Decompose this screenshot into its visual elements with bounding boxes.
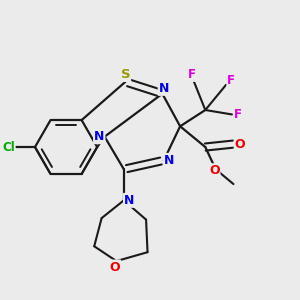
Text: F: F	[188, 68, 196, 81]
Text: Cl: Cl	[2, 140, 15, 154]
Text: N: N	[159, 82, 169, 95]
Text: O: O	[209, 164, 220, 177]
Text: F: F	[227, 74, 236, 87]
Text: N: N	[94, 130, 104, 143]
Text: N: N	[124, 194, 134, 207]
Text: S: S	[121, 68, 130, 81]
Text: F: F	[234, 108, 242, 121]
Text: O: O	[235, 138, 245, 151]
Text: N: N	[164, 154, 174, 167]
Text: O: O	[110, 260, 120, 274]
